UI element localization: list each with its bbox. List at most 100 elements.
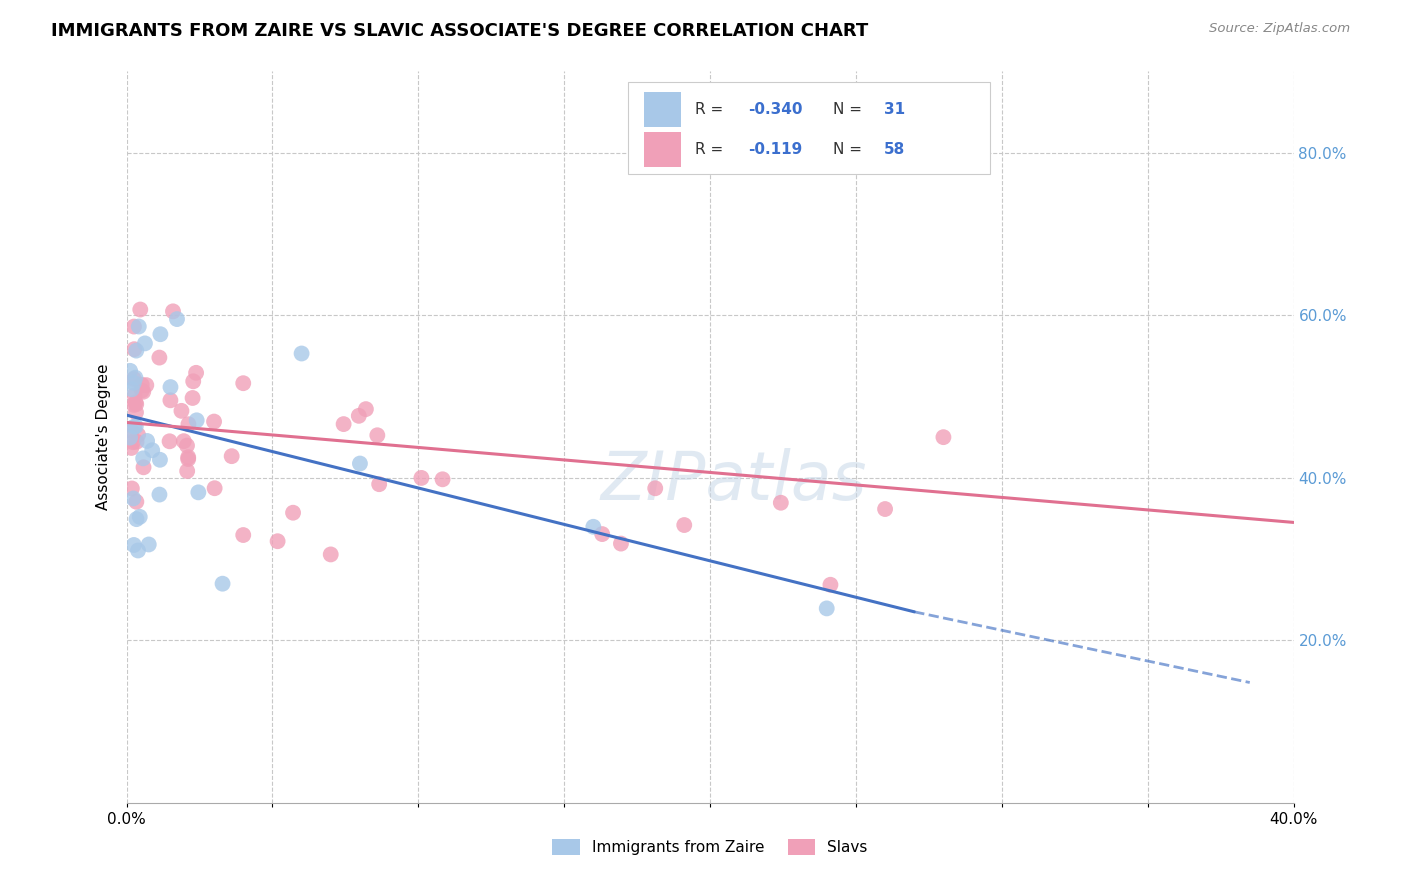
Point: [204, 481, 226, 495]
Point: [181, 391, 204, 405]
Point: [177, 452, 200, 467]
Point: [159, 434, 181, 449]
Point: [122, 398, 145, 412]
Point: [125, 397, 148, 411]
Point: [184, 366, 207, 380]
Point: [366, 428, 388, 442]
Text: -0.340: -0.340: [748, 102, 803, 117]
Point: [159, 380, 181, 394]
Point: [121, 482, 143, 496]
Point: [354, 402, 377, 417]
Point: [875, 502, 897, 516]
Point: [181, 374, 204, 388]
Point: [121, 382, 143, 396]
Point: [122, 372, 145, 386]
Text: ZIPatlas: ZIPatlas: [600, 448, 866, 514]
Point: [127, 543, 149, 558]
Point: [132, 460, 155, 475]
Point: [332, 417, 354, 431]
Point: [127, 427, 149, 442]
Point: [582, 520, 605, 534]
Text: R =: R =: [695, 142, 733, 157]
Point: [186, 413, 208, 427]
Point: [610, 536, 633, 550]
Point: [349, 457, 371, 471]
Point: [149, 327, 172, 342]
Point: [125, 495, 148, 509]
Point: [122, 435, 145, 450]
Point: [122, 419, 145, 434]
Point: [432, 472, 454, 486]
Point: [125, 343, 148, 358]
Point: [932, 430, 955, 444]
Point: [120, 424, 142, 438]
Point: [148, 487, 170, 501]
Point: [125, 512, 148, 526]
Point: [124, 388, 146, 402]
Text: N =: N =: [832, 142, 866, 157]
FancyBboxPatch shape: [628, 82, 990, 174]
Point: [128, 319, 150, 334]
Point: [290, 346, 312, 360]
Point: [138, 537, 160, 551]
Legend: Immigrants from Zaire, Slavs: Immigrants from Zaire, Slavs: [547, 833, 873, 861]
Point: [173, 434, 195, 449]
Point: [122, 491, 145, 506]
Point: [769, 496, 792, 510]
Point: [125, 434, 148, 449]
Point: [129, 302, 152, 317]
Point: [815, 601, 838, 615]
Point: [368, 477, 391, 491]
Point: [176, 464, 198, 478]
Point: [232, 376, 254, 391]
Point: [136, 434, 159, 448]
Point: [125, 405, 148, 419]
Point: [281, 506, 304, 520]
Point: [159, 393, 181, 408]
Point: [124, 370, 146, 384]
Point: [319, 548, 342, 562]
Point: [132, 451, 155, 466]
Point: [120, 364, 142, 378]
Point: [673, 518, 696, 533]
Point: [820, 578, 842, 592]
Point: [177, 417, 200, 432]
Point: [211, 576, 233, 591]
Text: -0.119: -0.119: [748, 142, 803, 157]
Point: [221, 449, 243, 463]
Point: [131, 377, 153, 392]
Point: [347, 409, 370, 423]
Point: [266, 534, 288, 549]
Text: R =: R =: [695, 102, 728, 117]
Point: [202, 415, 225, 429]
Text: 31: 31: [884, 102, 905, 117]
Point: [170, 404, 193, 418]
Point: [122, 538, 145, 552]
Point: [166, 312, 188, 326]
Text: IMMIGRANTS FROM ZAIRE VS SLAVIC ASSOCIATE'S DEGREE CORRELATION CHART: IMMIGRANTS FROM ZAIRE VS SLAVIC ASSOCIAT…: [51, 22, 868, 40]
Point: [134, 336, 156, 351]
Point: [132, 384, 155, 399]
Point: [187, 485, 209, 500]
Point: [120, 441, 142, 455]
Text: Source: ZipAtlas.com: Source: ZipAtlas.com: [1209, 22, 1350, 36]
Point: [148, 351, 170, 365]
Point: [644, 481, 666, 495]
Point: [120, 431, 142, 445]
Point: [232, 528, 254, 542]
Point: [149, 452, 172, 467]
Point: [135, 378, 157, 392]
Point: [131, 384, 153, 398]
Point: [141, 443, 163, 458]
Point: [162, 304, 184, 318]
Point: [122, 376, 145, 390]
Point: [124, 395, 146, 409]
Point: [128, 509, 150, 524]
Point: [411, 471, 433, 485]
Point: [122, 342, 145, 356]
Point: [122, 319, 145, 334]
Point: [591, 527, 613, 541]
Bar: [644, 131, 681, 167]
Text: N =: N =: [832, 102, 866, 117]
Bar: [644, 92, 681, 127]
